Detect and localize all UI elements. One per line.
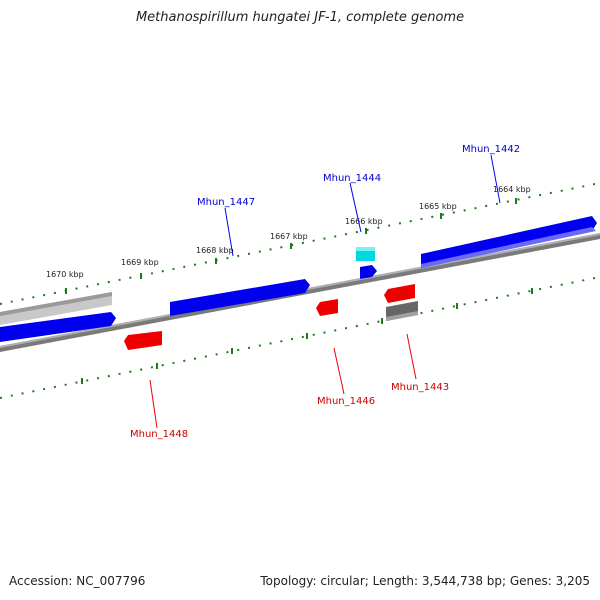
- lower-ruler-major-ticks: [81, 288, 533, 384]
- gene-mhun-1443[interactable]: [384, 284, 415, 303]
- scale-label-1668: 1668 kbp: [196, 246, 234, 255]
- scale-label-1664: 1664 kbp: [493, 185, 531, 194]
- gene-mhun-1448[interactable]: [124, 331, 162, 350]
- leader-mhun-1443: [406, 333, 417, 380]
- gene-mhun-1442-shade: [421, 227, 596, 268]
- leader-mhun-1442: [490, 154, 501, 204]
- upper-ruler-major-ticks: [65, 198, 517, 294]
- gene-label-mhun-1446[interactable]: Mhun_1446: [317, 396, 375, 407]
- genome-title: Methanospirillum hungatei JF-1, complete…: [135, 10, 465, 25]
- gene-small-blue[interactable]: [360, 265, 377, 279]
- scale-label-1670: 1670 kbp: [46, 270, 84, 279]
- gene-mhun-1446[interactable]: [316, 299, 338, 316]
- scale-label-1667: 1667 kbp: [270, 232, 308, 241]
- gene-mhun-1444-highlight: [356, 247, 375, 251]
- gene-label-mhun-1444[interactable]: Mhun_1444: [323, 173, 381, 184]
- genome-summary-label: Topology: circular; Length: 3,544,738 bp…: [260, 574, 590, 588]
- leader-mhun-1447: [224, 207, 234, 257]
- scale-label-1666: 1666 kbp: [345, 217, 383, 226]
- gene-label-mhun-1448[interactable]: Mhun_1448: [130, 429, 188, 440]
- gene-label-mhun-1447[interactable]: Mhun_1447: [197, 197, 255, 208]
- gene-gray-left-top: [0, 292, 112, 316]
- gene-label-mhun-1442[interactable]: Mhun_1442: [462, 144, 520, 155]
- accession-label: Accession: NC_007796: [9, 574, 146, 588]
- scale-label-1665: 1665 kbp: [419, 202, 457, 211]
- gene-mhun-1447[interactable]: [170, 279, 310, 316]
- leader-mhun-1448: [149, 379, 158, 429]
- leader-mhun-1444: [349, 182, 362, 233]
- scale-label-1669: 1669 kbp: [121, 258, 159, 267]
- gene-label-mhun-1443[interactable]: Mhun_1443: [391, 382, 449, 393]
- leader-mhun-1446: [333, 347, 345, 395]
- gene-forward-left[interactable]: [0, 312, 116, 342]
- gene-gray-right-shade: [386, 311, 418, 321]
